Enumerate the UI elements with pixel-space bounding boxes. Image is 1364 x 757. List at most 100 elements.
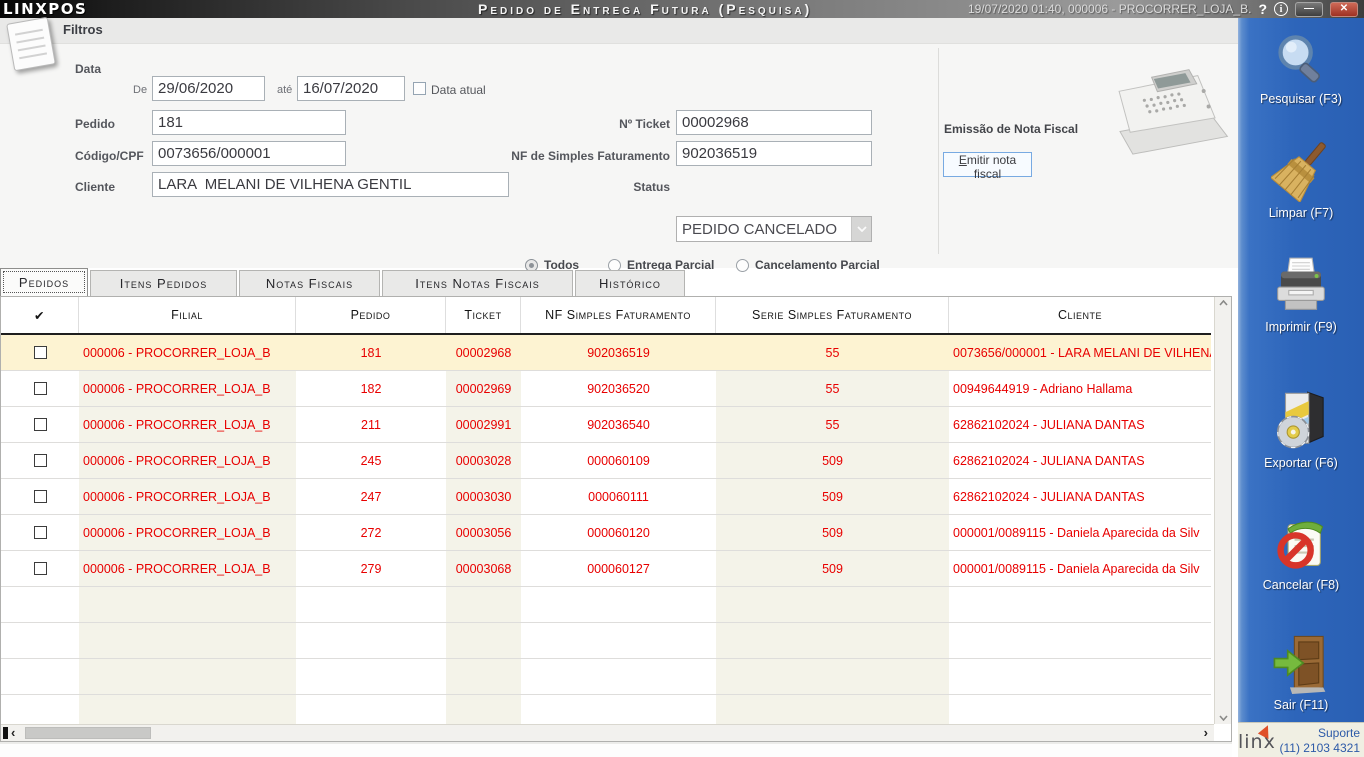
radio-entrega-parcial[interactable]: Entrega Parcial — [608, 258, 714, 272]
table-row[interactable]: 000006 - PROCORRER_LOJA_B 181 00002968 9020… — [1, 335, 1211, 371]
table-row[interactable]: 000006 - PROCORRER_LOJA_B 245 00003028 0000… — [1, 443, 1211, 479]
vertical-scrollbar[interactable] — [1214, 297, 1231, 724]
exportar-button[interactable]: Exportar (F6) — [1238, 390, 1364, 470]
date-from-input[interactable] — [152, 76, 265, 101]
cancelar-button[interactable]: Cancelar (F8) — [1238, 516, 1364, 592]
results-table: ✔ Filial Pedido Ticket NF Simples Fatura… — [0, 296, 1232, 742]
date-to-input[interactable] — [297, 76, 405, 101]
table-row[interactable]: 000006 - PROCORRER_LOJA_B 211 00002991 9020… — [1, 407, 1211, 443]
horizontal-scrollbar[interactable]: ‹ › — [1, 724, 1214, 741]
row-checkbox[interactable] — [33, 418, 47, 431]
action-sidebar: Pesquisar (F3) Limpar (F7) — [1238, 18, 1364, 722]
notepad-icon — [6, 16, 56, 72]
tab-bar: Pedidos Itens Pedidos Notas Fiscais Iten… — [0, 268, 685, 296]
filter-area: Data De até Data atual Pedido Código/CPF… — [0, 44, 1238, 272]
status-select[interactable]: PEDIDO CANCELADO — [676, 216, 872, 242]
imprimir-button[interactable]: Imprimir (F9) — [1238, 256, 1364, 334]
scroll-edge-handle[interactable] — [3, 727, 8, 739]
cancel-note-icon — [1277, 521, 1324, 569]
window-title: Pedido de Entrega Futura (Pesquisa) — [478, 1, 813, 17]
minimize-button[interactable]: — — [1295, 1, 1323, 17]
codigo-cpf-input[interactable] — [152, 141, 346, 166]
table-row[interactable]: 000006 - PROCORRER_LOJA_B 182 00002969 9020… — [1, 371, 1211, 407]
radio-cancelamento-parcial[interactable]: Cancelamento Parcial — [736, 258, 880, 272]
ticket-label: Nº Ticket — [619, 117, 670, 131]
pesquisar-button[interactable]: Pesquisar (F3) — [1238, 32, 1364, 106]
status-value: PEDIDO CANCELADO — [682, 220, 838, 238]
table-row[interactable]: 000006 - PROCORRER_LOJA_B 279 00003068 0000… — [1, 551, 1211, 587]
fiscal-printer-image — [1093, 60, 1235, 164]
de-label: De — [133, 84, 148, 96]
row-checkbox[interactable] — [33, 346, 47, 359]
limpar-button[interactable]: Limpar (F7) — [1238, 140, 1364, 220]
filters-header-bar: Filtros — [0, 18, 1238, 44]
export-software-icon — [1276, 391, 1324, 449]
radio-circle[interactable] — [736, 258, 749, 272]
column-nf-simples: NF Simples Faturamento — [521, 297, 716, 333]
search-icon — [1278, 35, 1320, 83]
scroll-up-icon — [1218, 300, 1228, 306]
panel-divider — [938, 48, 939, 254]
pedido-input[interactable] — [152, 110, 346, 135]
cliente-input[interactable] — [152, 172, 509, 197]
sair-button[interactable]: Sair (F11) — [1238, 632, 1364, 712]
row-checkbox[interactable] — [33, 454, 47, 467]
status-label: Status — [633, 180, 670, 194]
nf-simples-input[interactable] — [676, 141, 872, 166]
linxpos-logo: LINXPOS — [3, 0, 88, 18]
table-row[interactable]: 000006 - PROCORRER_LOJA_B 272 00003056 0000… — [1, 515, 1211, 551]
info-icon[interactable]: i — [1274, 2, 1288, 16]
column-check: ✔ — [1, 297, 79, 333]
column-pedido: Pedido — [296, 297, 446, 333]
tab-historico[interactable]: Histórico — [575, 270, 685, 296]
support-strip: linx Suporte (11) 2103 4321 — [1238, 722, 1364, 757]
column-filial: Filial — [79, 297, 296, 333]
support-line1: Suporte — [1317, 726, 1360, 740]
chevron-down-icon[interactable] — [851, 217, 871, 241]
support-line2: (11) 2103 4321 — [1279, 741, 1360, 755]
data-atual-checkbox[interactable] — [413, 82, 426, 95]
exit-door-icon — [1273, 635, 1326, 694]
table-body: 000006 - PROCORRER_LOJA_B 181 00002968 9020… — [1, 335, 1211, 731]
emissao-nota-fiscal-title: Emissão de Nota Fiscal — [944, 122, 1079, 136]
ticket-input[interactable] — [676, 110, 872, 135]
table-row[interactable]: 000006 - PROCORRER_LOJA_B 247 00003030 0000… — [1, 479, 1211, 515]
codigo-cpf-label: Código/CPF — [75, 149, 144, 163]
pedido-label: Pedido — [75, 117, 116, 131]
linx-logo: linx — [1238, 731, 1276, 753]
row-checkbox[interactable] — [33, 490, 47, 503]
column-serie-simples: Serie Simples Faturamento — [716, 297, 949, 333]
filters-title: Filtros — [63, 22, 103, 37]
tab-itens-pedidos[interactable]: Itens Pedidos — [90, 270, 237, 296]
tab-notas-fiscais[interactable]: Notas Fiscais — [239, 270, 380, 296]
table-header: ✔ Filial Pedido Ticket NF Simples Fatura… — [1, 297, 1211, 335]
emitir-nota-fiscal-button[interactable]: Emitir nota fiscal — [943, 152, 1032, 181]
table-empty-row — [1, 659, 1211, 695]
nf-simples-label: NF de Simples Faturamento — [511, 149, 670, 163]
tab-itens-notas-fiscais[interactable]: Itens Notas Fiscais — [382, 270, 573, 296]
bottom-strip — [0, 742, 1232, 757]
data-atual-label: Data atual — [431, 83, 486, 97]
column-cliente: Cliente — [1057, 308, 1103, 322]
cliente-label: Cliente — [75, 180, 116, 194]
tab-pedidos[interactable]: Pedidos — [0, 268, 88, 296]
row-checkbox[interactable] — [33, 382, 47, 395]
scroll-thumb[interactable] — [25, 727, 151, 739]
column-ticket: Ticket — [446, 297, 521, 333]
row-checkbox[interactable] — [33, 562, 47, 575]
scroll-right-icon[interactable]: › — [1203, 725, 1208, 740]
help-icon[interactable]: ? — [1258, 1, 1267, 17]
data-label: Data — [75, 62, 102, 76]
close-button[interactable]: ✕ — [1330, 1, 1358, 17]
printer-icon — [1277, 257, 1325, 310]
support-contact: Suporte (11) 2103 4321 — [1279, 726, 1360, 756]
broom-icon — [1271, 142, 1326, 202]
filter-scope-radios: Todos Entrega Parcial Cancelamento Parci… — [0, 258, 938, 276]
table-empty-row — [1, 587, 1211, 623]
title-bar: LINXPOS Pedido de Entrega Futura (Pesqui… — [0, 0, 1364, 18]
row-checkbox[interactable] — [33, 526, 47, 539]
scroll-left-icon[interactable]: ‹ — [11, 725, 16, 740]
ate-label: até — [277, 84, 293, 96]
scroll-down-icon — [1218, 715, 1228, 721]
